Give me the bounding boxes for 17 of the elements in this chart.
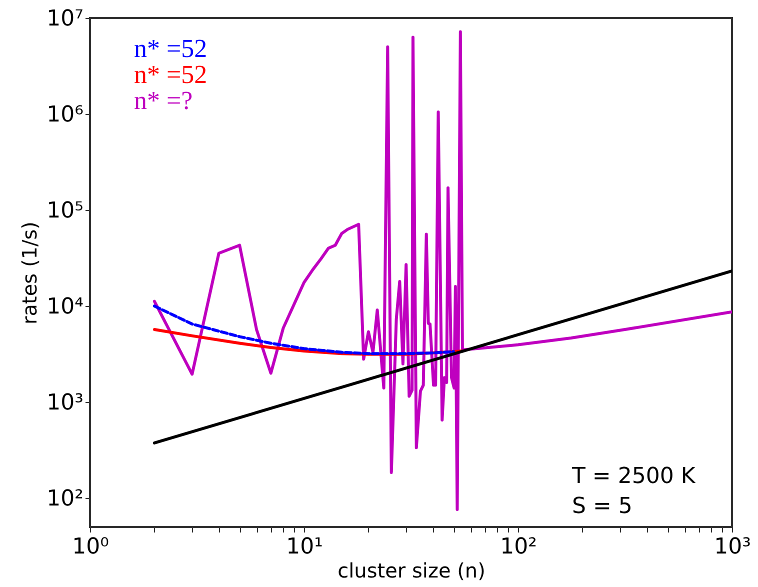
y-axis-title: rates (1/s) bbox=[18, 222, 42, 324]
annotation: S = 5 bbox=[572, 494, 632, 519]
x-axis-title: cluster size (n) bbox=[338, 558, 486, 582]
y-tick-label: 10⁵ bbox=[46, 198, 84, 224]
annotation: T = 2500 K bbox=[571, 464, 696, 489]
y-tick-label: 10⁷ bbox=[46, 6, 84, 32]
x-tick-label: 10³ bbox=[714, 534, 751, 560]
x-tick-label: 10¹ bbox=[286, 534, 323, 560]
y-tick-label: 10⁴ bbox=[46, 294, 84, 320]
y-tick-label: 10³ bbox=[46, 390, 84, 416]
x-tick-label: 10² bbox=[500, 534, 537, 560]
x-tick-label: 10⁰ bbox=[72, 534, 110, 560]
text: n* =52 bbox=[134, 34, 208, 63]
text: n* =? bbox=[134, 86, 193, 115]
text: n* =52 bbox=[134, 60, 208, 89]
y-tick-label: 10² bbox=[46, 486, 84, 512]
y-tick-label: 10⁶ bbox=[46, 102, 84, 128]
